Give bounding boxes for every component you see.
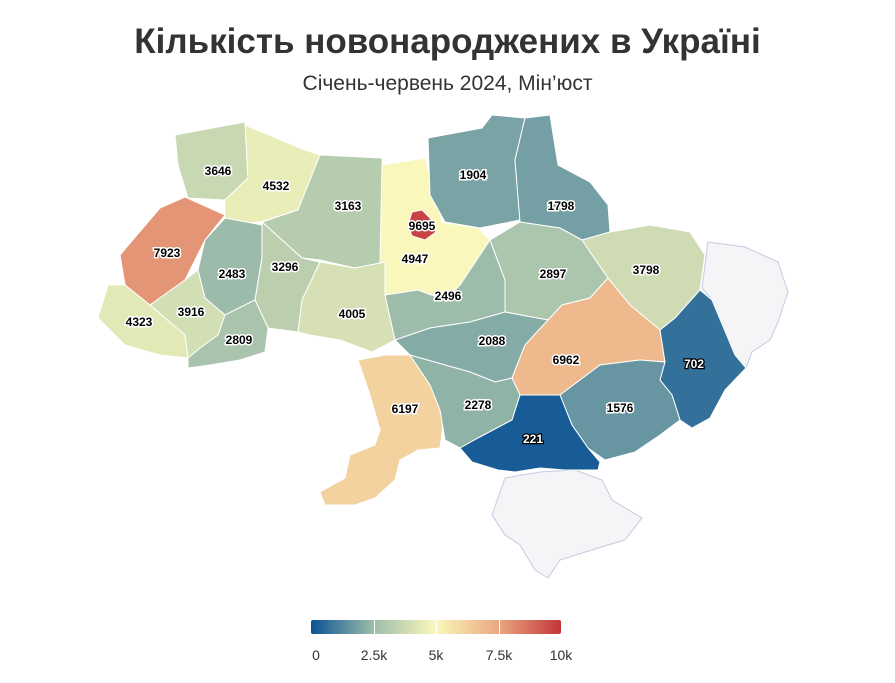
- value-label-kirovohrad: 2088: [479, 334, 506, 348]
- legend-tick-label: 5k: [428, 647, 444, 663]
- region-zaporizhzhia[interactable]: [559, 359, 681, 461]
- value-label-poltava: 2897: [540, 267, 567, 281]
- map-title: Кількість новонароджених в Україні: [134, 22, 761, 61]
- value-label-chernihiv: 1904: [460, 168, 487, 182]
- value-label-kherson: 221: [523, 432, 543, 446]
- region-crimea[interactable]: [491, 469, 643, 579]
- value-label-volyn: 3646: [205, 164, 232, 178]
- value-label-kyiv-city: 9695: [409, 219, 436, 233]
- value-label-cherkasy: 2496: [435, 289, 462, 303]
- region-kyiv-city[interactable]: [407, 209, 437, 241]
- value-label-donetsk: 702: [684, 357, 704, 371]
- value-label-zakarpattia: 4323: [126, 315, 153, 329]
- region-sumy[interactable]: [514, 114, 611, 241]
- legend-tick-label: 2.5k: [360, 647, 388, 663]
- legend-tick-label: 10k: [549, 647, 573, 663]
- value-label-vinnytsia: 4005: [339, 307, 366, 321]
- value-label-zaporizhzhia: 1576: [607, 401, 634, 415]
- legend-tick-label: 7.5k: [485, 647, 513, 663]
- map-subtitle: Січень-червень 2024, Мін’юст: [302, 72, 593, 95]
- legend-tick-mark: [499, 620, 500, 634]
- value-label-ivano-frankivsk: 3916: [178, 305, 205, 319]
- legend-tick-mark: [374, 620, 375, 634]
- value-label-rivne: 4532: [263, 179, 290, 193]
- value-label-lviv: 7923: [154, 246, 181, 260]
- value-label-mykolaiv: 2278: [465, 398, 492, 412]
- value-label-odesa: 6197: [392, 402, 419, 416]
- region-rivne[interactable]: [224, 124, 321, 226]
- value-label-ternopil: 2483: [219, 267, 246, 281]
- value-label-kyiv-oblast: 4947: [402, 252, 429, 266]
- value-label-sumy: 1798: [548, 199, 575, 213]
- value-label-khmelnytskyi: 3296: [272, 260, 299, 274]
- region-vinnytsia[interactable]: [297, 261, 396, 353]
- legend-tick-label: 0: [312, 647, 320, 663]
- value-label-chernivtsi: 2809: [226, 333, 253, 347]
- region-chernivtsi[interactable]: [187, 299, 269, 369]
- value-label-kharkiv: 3798: [633, 263, 660, 277]
- legend-tick-mark: [436, 620, 437, 634]
- value-label-zhytomyr: 3163: [335, 199, 362, 213]
- region-kherson[interactable]: [459, 394, 601, 473]
- value-label-dnipropetrovsk: 6962: [553, 353, 580, 367]
